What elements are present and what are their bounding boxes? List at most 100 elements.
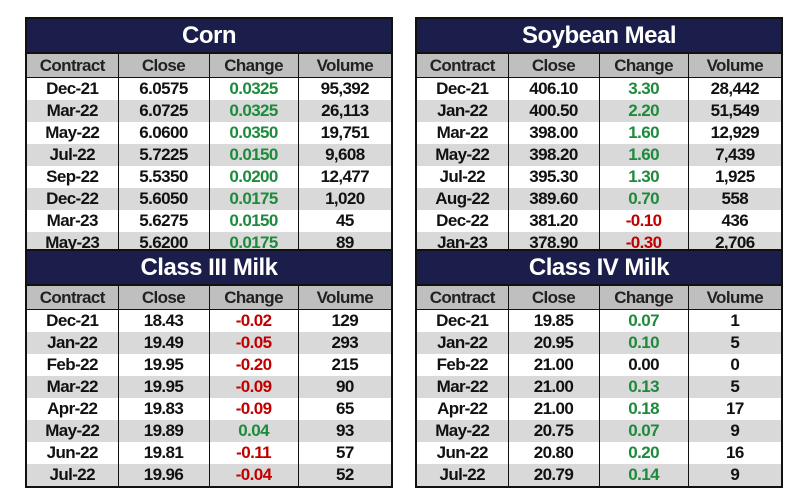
close-cell: 20.95 xyxy=(507,332,599,354)
change-cell: 0.07 xyxy=(598,309,689,332)
column-header: Volume xyxy=(297,54,391,78)
table-row: Jan-23 378.90 -0.30 2,706 xyxy=(417,232,781,254)
column-header: Change xyxy=(208,54,299,78)
volume-cell: 12,477 xyxy=(297,166,391,188)
volume-cell: 5 xyxy=(687,376,781,398)
table-class-iii-milk: Class III Milk Contract Close Change Volume D… xyxy=(25,249,393,488)
contract-cell: Feb-22 xyxy=(46,355,99,374)
contract-cell: Dec-22 xyxy=(436,211,489,230)
table-row: May-22 6.0600 0.0350 19,751 xyxy=(27,122,391,144)
change-cell: -0.30 xyxy=(598,232,689,254)
volume-cell: 2,706 xyxy=(687,232,781,254)
change-cell: 1.60 xyxy=(598,144,689,166)
table-row: Jul-22 20.79 0.14 9 xyxy=(417,464,781,486)
column-header: Close xyxy=(507,54,599,78)
contract-cell: Aug-22 xyxy=(417,188,508,210)
table-row: Feb-22 19.95 -0.20 215 xyxy=(27,354,391,376)
change-cell: -0.04 xyxy=(208,464,299,486)
volume-cell: 129 xyxy=(297,309,391,332)
contract-cell: May-22 xyxy=(417,144,508,166)
volume-cell: 436 xyxy=(687,210,781,232)
change-cell: 0.0150 xyxy=(208,210,299,232)
volume-cell: 1,925 xyxy=(687,166,781,188)
volume-cell: 93 xyxy=(297,420,391,442)
close-cell: 19.95 xyxy=(117,376,209,398)
header-row: Contract Close Change Volume xyxy=(417,286,781,310)
volume-cell: 17 xyxy=(687,398,781,420)
contract-cell: Jun-22 xyxy=(46,443,99,462)
close-cell: 389.60 xyxy=(507,188,599,210)
contract-cell: Mar-22 xyxy=(436,123,489,142)
close-cell: 378.90 xyxy=(507,232,599,254)
change-cell: -0.11 xyxy=(208,442,299,464)
column-header: Volume xyxy=(297,286,391,310)
change-cell: -0.09 xyxy=(208,398,299,420)
volume-cell: 5 xyxy=(687,332,781,354)
volume-cell: 28,442 xyxy=(687,77,781,100)
volume-cell: 16 xyxy=(687,442,781,464)
contract-cell: May-22 xyxy=(45,123,100,142)
close-cell: 5.6275 xyxy=(117,210,209,232)
change-cell: 0.10 xyxy=(598,332,689,354)
volume-cell: 7,439 xyxy=(687,144,781,166)
table-title: Corn xyxy=(27,19,391,54)
table-row: Jan-22 20.95 0.10 5 xyxy=(417,332,781,354)
table-row: Jun-22 20.80 0.20 16 xyxy=(417,442,781,464)
table-title: Class III Milk xyxy=(27,251,391,286)
table-row: Mar-22 21.00 0.13 5 xyxy=(417,376,781,398)
table-row: May-22 20.75 0.07 9 xyxy=(417,420,781,442)
column-header: Change xyxy=(598,286,689,310)
close-cell: 20.80 xyxy=(507,442,599,464)
close-cell: 20.79 xyxy=(507,464,599,486)
change-cell: -0.20 xyxy=(208,354,299,376)
volume-cell: 215 xyxy=(297,354,391,376)
change-cell: 2.20 xyxy=(598,100,689,122)
contract-cell: Dec-21 xyxy=(436,79,489,98)
column-header: Volume xyxy=(687,286,781,310)
close-cell: 19.83 xyxy=(117,398,209,420)
volume-cell: 293 xyxy=(297,332,391,354)
volume-cell: 90 xyxy=(297,376,391,398)
header-row: Contract Close Change Volume xyxy=(27,286,391,310)
table-row: Jul-22 395.30 1.30 1,925 xyxy=(417,166,781,188)
contract-cell: Jan-22 xyxy=(417,100,508,122)
change-cell: -0.05 xyxy=(208,332,299,354)
close-cell: 395.30 xyxy=(507,166,599,188)
contract-cell: Apr-22 xyxy=(437,399,488,418)
quote-table: Contract Close Change Volume Dec-21 6.0575 0.0… xyxy=(27,54,391,254)
change-cell: 0.70 xyxy=(598,188,689,210)
volume-cell: 9,608 xyxy=(297,144,391,166)
table-row: Dec-22 5.6050 0.0175 1,020 xyxy=(27,188,391,210)
header-row: Contract Close Change Volume xyxy=(417,54,781,78)
change-cell: 0.0350 xyxy=(208,122,299,144)
close-cell: 20.75 xyxy=(507,420,599,442)
contract-cell: Jan-22 xyxy=(27,332,118,354)
close-cell: 6.0725 xyxy=(117,100,209,122)
change-cell: 0.0325 xyxy=(208,77,299,100)
volume-cell: 558 xyxy=(687,188,781,210)
change-cell: 0.0150 xyxy=(208,144,299,166)
table-row: Jul-22 19.96 -0.04 52 xyxy=(27,464,391,486)
close-cell: 398.00 xyxy=(507,122,599,144)
close-cell: 398.20 xyxy=(507,144,599,166)
contract-cell: Dec-21 xyxy=(46,311,99,330)
table-class-iv-milk: Class IV Milk Contract Close Change Volume De… xyxy=(415,249,783,488)
contract-cell: Mar-22 xyxy=(27,376,118,398)
change-cell: 1.30 xyxy=(598,166,689,188)
change-cell: 0.14 xyxy=(598,464,689,486)
column-header: Volume xyxy=(687,54,781,78)
volume-cell: 19,751 xyxy=(297,122,391,144)
volume-cell: 1,020 xyxy=(297,188,391,210)
column-header: Contract xyxy=(417,54,508,78)
change-cell: -0.10 xyxy=(598,210,689,232)
column-header: Close xyxy=(507,286,599,310)
contract-cell: Jul-22 xyxy=(27,464,118,486)
table-row: Dec-21 6.0575 0.0325 95,392 xyxy=(27,77,391,100)
table-title: Soybean Meal xyxy=(417,19,781,54)
table-row: Jan-22 19.49 -0.05 293 xyxy=(27,332,391,354)
close-cell: 381.20 xyxy=(507,210,599,232)
contract-cell: Jul-22 xyxy=(27,144,118,166)
table-row: Dec-22 381.20 -0.10 436 xyxy=(417,210,781,232)
table-row: May-22 19.89 0.04 93 xyxy=(27,420,391,442)
volume-cell: 89 xyxy=(297,232,391,254)
